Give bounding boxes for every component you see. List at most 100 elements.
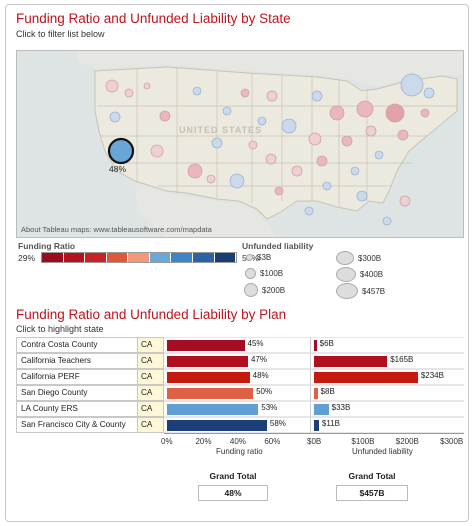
state-bubble bbox=[159, 110, 171, 122]
funding-ratio-bar-area: 58% bbox=[164, 417, 310, 433]
grand-total-ratio-value: 48% bbox=[198, 485, 268, 501]
plan-section-title: Funding Ratio and Unfunded Liability by … bbox=[16, 307, 287, 322]
plan-state-cell[interactable]: CA bbox=[138, 385, 164, 401]
plan-name-cell[interactable]: San Francisco City & County bbox=[16, 417, 138, 433]
liability-axis-tick: $200B bbox=[395, 437, 419, 446]
plan-state-cell[interactable]: CA bbox=[138, 369, 164, 385]
state-bubble bbox=[266, 90, 278, 102]
selected-state-label: 48% bbox=[109, 164, 126, 174]
ratio-axis-tick: 0% bbox=[161, 437, 173, 446]
liability-size-457b[interactable]: $457B bbox=[336, 283, 385, 299]
map-section-subtitle: Click to filter list below bbox=[16, 29, 105, 39]
size-circle-icon bbox=[246, 254, 253, 261]
funding-ratio-bar-area: 45% bbox=[164, 337, 310, 353]
size-circle-icon bbox=[244, 283, 258, 297]
plan-name-cell[interactable]: Contra Costa County bbox=[16, 337, 138, 353]
plan-name-cell[interactable]: San Diego County bbox=[16, 385, 138, 401]
funding-ratio-bar[interactable] bbox=[167, 356, 248, 367]
unfunded-liability-bar[interactable] bbox=[314, 388, 318, 399]
state-bubble bbox=[423, 87, 435, 99]
state-bubble bbox=[192, 86, 202, 96]
funding-ratio-bar[interactable] bbox=[167, 420, 267, 431]
unfunded-liability-label: $33B bbox=[331, 403, 351, 412]
plan-row[interactable]: LA County ERS CA 53% $33B bbox=[16, 401, 464, 417]
color-ramp-swatch bbox=[192, 253, 215, 262]
color-ramp-swatch bbox=[128, 253, 150, 262]
plan-row[interactable]: California PERF CA 48% $234B bbox=[16, 369, 464, 385]
plan-name-cell[interactable]: California PERF bbox=[16, 369, 138, 385]
plan-state-cell[interactable]: CA bbox=[138, 401, 164, 417]
dashboard-frame: Funding Ratio and Unfunded Liability by … bbox=[5, 4, 469, 522]
state-bubble bbox=[399, 195, 411, 207]
state-bubble bbox=[356, 100, 374, 118]
unfunded-liability-bar-area: $11B bbox=[310, 417, 464, 433]
state-bubble bbox=[229, 173, 245, 189]
us-state-map[interactable]: UNITED STATES bbox=[16, 50, 464, 238]
funding-ratio-bar-area: 50% bbox=[164, 385, 310, 401]
liability-size-400b[interactable]: $400B bbox=[336, 267, 383, 282]
grand-total-liability-value: $457B bbox=[336, 485, 408, 501]
unfunded-liability-bar[interactable] bbox=[314, 356, 388, 367]
state-bubble bbox=[265, 153, 277, 165]
unfunded-liability-bar-area: $8B bbox=[310, 385, 464, 401]
liability-axis-tick: $0B bbox=[307, 437, 322, 446]
ratio-axis-tick: 40% bbox=[229, 437, 246, 446]
funding-ratio-label: 53% bbox=[261, 403, 278, 412]
plan-row[interactable]: San Diego County CA 50% $8B bbox=[16, 385, 464, 401]
funding-ratio-bar[interactable] bbox=[167, 404, 259, 415]
size-circle-icon bbox=[336, 251, 354, 265]
funding-ratio-bar[interactable] bbox=[167, 388, 254, 399]
liability-axis-tick: $300B bbox=[440, 437, 464, 446]
state-bubble bbox=[374, 150, 384, 160]
plan-state-cell[interactable]: CA bbox=[138, 353, 164, 369]
plan-state-cell[interactable]: CA bbox=[138, 337, 164, 353]
unfunded-liability-label: $165B bbox=[390, 355, 414, 364]
funding-ratio-label: 48% bbox=[252, 371, 269, 380]
plan-row[interactable]: San Francisco City & County CA 58% $11B bbox=[16, 417, 464, 433]
plan-name-cell[interactable]: California Teachers bbox=[16, 353, 138, 369]
map-canvas[interactable]: UNITED STATES bbox=[17, 51, 464, 238]
funding-ratio-bar[interactable] bbox=[167, 372, 250, 383]
funding-ratio-bar[interactable] bbox=[167, 340, 245, 351]
state-bubble bbox=[291, 165, 303, 177]
unfunded-liability-bar[interactable] bbox=[314, 340, 317, 351]
liability-size-300b[interactable]: $300B bbox=[336, 251, 381, 265]
color-ramp-swatch bbox=[85, 253, 107, 262]
color-ramp-swatch bbox=[42, 253, 64, 262]
state-bubble bbox=[211, 137, 223, 149]
plan-row[interactable]: Contra Costa County CA 45% $6B bbox=[16, 337, 464, 353]
plan-name-cell[interactable]: LA County ERS bbox=[16, 401, 138, 417]
plan-row[interactable]: California Teachers CA 47% $165B bbox=[16, 353, 464, 369]
unfunded-liability-bar[interactable] bbox=[314, 404, 329, 415]
funding-ratio-bar-area: 47% bbox=[164, 353, 310, 369]
size-circle-icon bbox=[336, 267, 356, 282]
state-bubble bbox=[187, 163, 203, 179]
state-bubble bbox=[322, 181, 332, 191]
liability-size-200b[interactable]: $200B bbox=[244, 283, 285, 297]
state-bubble bbox=[281, 118, 297, 134]
state-bubble bbox=[350, 166, 360, 176]
liability-axis-line bbox=[310, 433, 464, 434]
grand-total-ratio-label: Grand Total bbox=[209, 471, 257, 481]
grand-total-liability-label: Grand Total bbox=[348, 471, 396, 481]
unfunded-liability-bar-area: $234B bbox=[310, 369, 464, 385]
funding-ratio-bar-area: 48% bbox=[164, 369, 310, 385]
state-bubble bbox=[329, 105, 345, 121]
state-bubble bbox=[248, 140, 258, 150]
plan-state-cell[interactable]: CA bbox=[138, 417, 164, 433]
funding-ratio-label: 50% bbox=[256, 387, 273, 396]
unfunded-liability-bar[interactable] bbox=[314, 420, 319, 431]
ratio-axis-tick: 60% bbox=[264, 437, 281, 446]
liability-size-100b[interactable]: $100B bbox=[245, 268, 283, 279]
state-bubble bbox=[304, 206, 314, 216]
selected-state-bubble-california[interactable] bbox=[107, 137, 135, 165]
funding-ratio-color-ramp[interactable] bbox=[41, 252, 237, 263]
map-credit-link[interactable]: About Tableau maps: www.tableausoftware.… bbox=[21, 225, 212, 234]
state-bubble bbox=[400, 73, 424, 97]
unfunded-liability-bar[interactable] bbox=[314, 372, 418, 383]
unfunded-liability-label: $11B bbox=[321, 419, 340, 428]
color-ramp-swatch bbox=[106, 253, 129, 262]
state-bubble bbox=[206, 174, 216, 184]
state-bubble bbox=[356, 190, 368, 202]
liability-size-3b[interactable]: $3B bbox=[246, 253, 271, 262]
